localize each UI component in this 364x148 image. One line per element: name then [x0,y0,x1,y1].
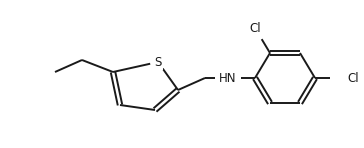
Text: HN: HN [219,71,237,85]
Text: S: S [154,56,162,69]
Text: Cl: Cl [347,71,359,85]
Text: Cl: Cl [249,21,261,34]
